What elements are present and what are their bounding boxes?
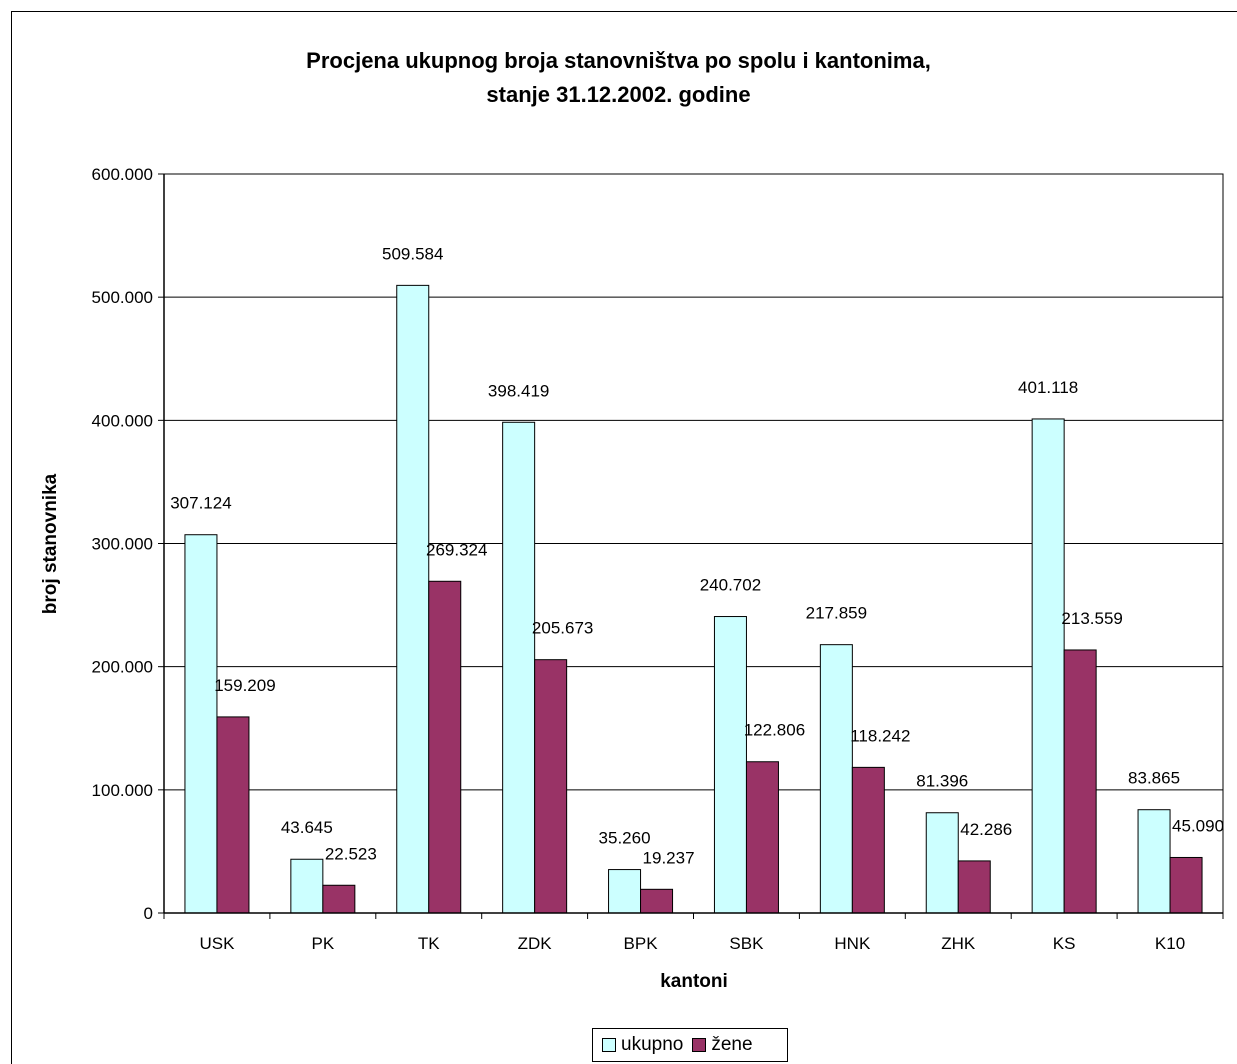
data-label-ukupno-USK: 307.124	[170, 494, 231, 513]
legend-label-ukupno: ukupno	[621, 1034, 684, 1055]
chart-title-line-1: Procjena ukupnog broja stanovništva po s…	[306, 48, 931, 73]
x-axis-title: kantoni	[660, 971, 728, 992]
data-label-ukupno-BPK: 35.260	[599, 829, 651, 848]
bar-ukupno-K10	[1137, 809, 1171, 914]
chart-title: Procjena ukupnog broja stanovništva po s…	[0, 44, 1237, 112]
data-label-žene-ZDK: 205.673	[532, 619, 593, 638]
x-tick-label: USK	[199, 934, 235, 953]
bar-žene-BPK	[640, 888, 674, 914]
bar-ukupno-ZDK	[502, 421, 536, 914]
data-label-ukupno-PK: 43.645	[281, 818, 333, 837]
bar-žene-HNK	[851, 766, 885, 914]
bar-ukupno-SBK	[713, 616, 747, 914]
data-label-žene-SBK: 122.806	[744, 721, 805, 740]
x-tick-label: PK	[312, 934, 335, 953]
data-label-ukupno-SBK: 240.702	[700, 576, 761, 595]
x-tick-label: TK	[418, 934, 440, 953]
x-tick-label: ZHK	[941, 934, 976, 953]
data-label-žene-TK: 269.324	[426, 540, 487, 559]
bar-žene-ZHK	[957, 860, 991, 914]
bars	[184, 284, 1203, 914]
legend-swatch-ukupno	[602, 1038, 616, 1052]
bar-žene-ZDK	[534, 659, 568, 914]
chart-frame	[11, 11, 1237, 1064]
x-tick-label: SBK	[729, 934, 764, 953]
data-label-žene-USK: 159.209	[214, 676, 275, 695]
legend: ukupno žene	[592, 1028, 788, 1062]
y-tick-label: 100.000	[92, 781, 153, 800]
bar-žene-TK	[428, 580, 462, 914]
y-tick-label: 600.000	[92, 165, 153, 184]
bar-žene-SBK	[745, 761, 779, 914]
bar-ukupno-KS	[1031, 418, 1065, 914]
axes	[158, 173, 1224, 919]
chart-title-line-2: stanje 31.12.2002. godine	[486, 82, 751, 107]
y-tick-label: 0	[144, 904, 153, 923]
bar-žene-PK	[322, 884, 356, 914]
bar-ukupno-ZHK	[925, 812, 959, 914]
bar-žene-USK	[216, 716, 250, 914]
bar-ukupno-PK	[290, 858, 324, 914]
data-label-žene-PK: 22.523	[325, 844, 377, 863]
data-label-žene-BPK: 19.237	[643, 848, 695, 867]
x-tick-label: K10	[1155, 934, 1185, 953]
data-label-žene-HNK: 118.242	[850, 726, 910, 745]
x-tick-label: BPK	[624, 934, 659, 953]
x-tick-label: HNK	[834, 934, 871, 953]
legend-item-zene: žene	[692, 1034, 753, 1056]
data-label-žene-KS: 213.559	[1061, 609, 1122, 628]
legend-label-zene: žene	[711, 1034, 753, 1055]
bar-žene-K10	[1169, 856, 1203, 914]
data-label-ukupno-K10: 83.865	[1128, 769, 1180, 788]
y-tick-label: 200.000	[92, 658, 153, 677]
data-label-ukupno-KS: 401.118	[1018, 378, 1078, 397]
y-tick-label: 400.000	[92, 411, 153, 430]
legend-swatch-zene	[692, 1038, 707, 1052]
labels: 0 100.000 200.000 300.000 400.000 500.000 600.…	[92, 165, 1225, 953]
bar-žene-KS	[1063, 649, 1097, 914]
data-label-ukupno-ZHK: 81.396	[916, 772, 968, 791]
y-axis-title: broj stanovnika	[40, 473, 61, 614]
y-tick-label: 500.000	[92, 288, 153, 307]
legend-item-ukupno: ukupno	[602, 1034, 683, 1056]
bar-ukupno-BPK	[608, 869, 642, 914]
data-label-ukupno-HNK: 217.859	[806, 604, 867, 623]
x-tick-label: KS	[1053, 934, 1076, 953]
y-tick-label: 300.000	[92, 535, 153, 554]
data-label-žene-K10: 45.090	[1172, 816, 1224, 835]
bar-ukupno-HNK	[819, 644, 853, 914]
x-tick-label: ZDK	[518, 934, 553, 953]
data-label-ukupno-ZDK: 398.419	[488, 381, 549, 400]
data-label-ukupno-TK: 509.584	[382, 244, 443, 263]
bar-ukupno-TK	[396, 284, 430, 914]
data-label-žene-ZHK: 42.286	[960, 820, 1012, 839]
bar-ukupno-USK	[184, 534, 218, 914]
